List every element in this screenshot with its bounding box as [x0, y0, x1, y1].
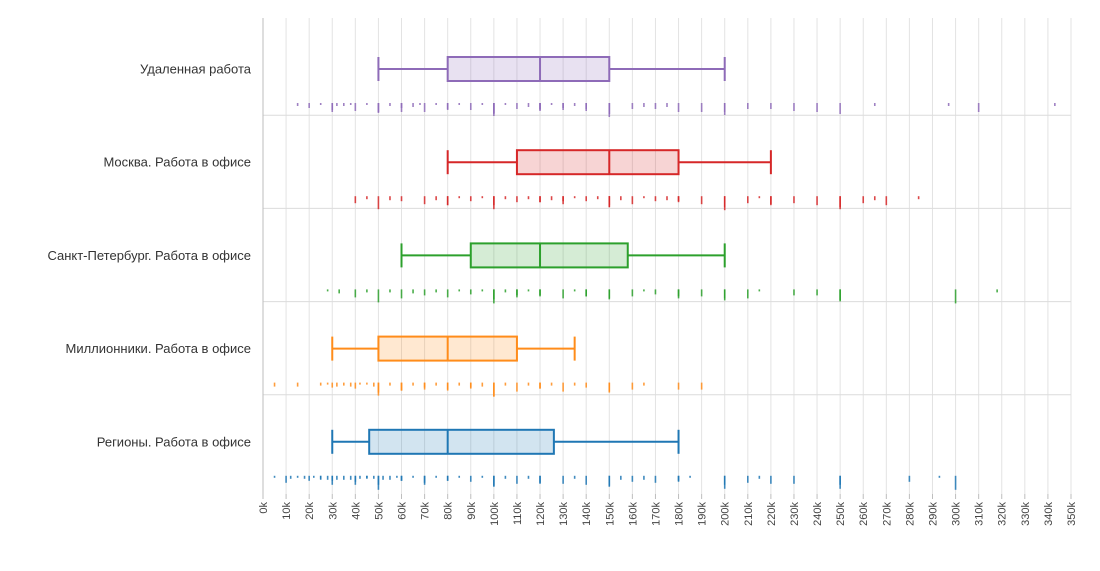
x-tick-label: 180k: [674, 502, 686, 526]
x-tick-label: 120k: [535, 502, 547, 526]
category-label: Санкт-Петербург. Работа в офисе: [47, 248, 251, 263]
x-tick-label: 0k: [258, 502, 270, 514]
category-label: Миллионники. Работа в офисе: [66, 341, 252, 356]
x-tick-label: 40k: [350, 502, 362, 520]
x-tick-label: 170k: [650, 502, 662, 526]
x-tick-label: 150k: [604, 502, 616, 526]
x-tick-label: 280k: [904, 502, 916, 526]
x-tick-label: 340k: [1043, 502, 1055, 526]
iqr-box: [515, 149, 680, 176]
x-tick-label: 270k: [881, 502, 893, 526]
box-row: Москва. Работа в офисе: [103, 149, 920, 211]
category-rows: Удаленная работа Москва. Работа в офисе Са…: [47, 56, 1056, 490]
x-tick-label: 100k: [489, 502, 501, 526]
x-tick-label: 80k: [443, 502, 455, 520]
x-tick-label: 60k: [397, 502, 409, 520]
iqr-box: [446, 56, 611, 82]
x-tick-label: 110k: [512, 502, 524, 526]
x-tick-label: 290k: [927, 502, 939, 526]
box-row: Санкт-Петербург. Работа в офисе: [47, 242, 998, 304]
x-tick-label: 160k: [627, 502, 639, 526]
x-tick-label: 70k: [420, 502, 432, 520]
x-tick-label: 200k: [720, 502, 732, 526]
x-tick-label: 30k: [327, 502, 339, 520]
x-tick-label: 310k: [974, 502, 986, 526]
x-tick-label: 230k: [789, 502, 801, 526]
x-tick-label: 240k: [812, 502, 824, 526]
x-tick-label: 350k: [1066, 502, 1078, 526]
x-tick-label: 330k: [1020, 502, 1032, 526]
box-row: Миллионники. Работа в офисе: [66, 335, 703, 397]
x-tick-label: 130k: [558, 502, 570, 526]
category-label: Регионы. Работа в офисе: [97, 434, 251, 449]
x-tick-label: 20k: [304, 502, 316, 520]
x-tick-label: 260k: [858, 502, 870, 526]
box-row: Регионы. Работа в офисе: [97, 428, 957, 490]
x-tick-label: 50k: [373, 502, 385, 520]
x-tick-label: 140k: [581, 502, 593, 526]
x-tick-label: 90k: [466, 502, 478, 520]
x-tick-label: 250k: [835, 502, 847, 526]
x-tick-label: 10k: [281, 502, 293, 520]
x-axis: 0k 10k 20k 30k 40k 50k 60k 70k 80k 90k 100k 110k 120…: [258, 18, 1078, 526]
x-tick-label: 300k: [951, 502, 963, 526]
x-tick-label: 320k: [997, 502, 1009, 526]
category-label: Москва. Работа в офисе: [103, 155, 251, 170]
iqr-box: [368, 428, 555, 455]
x-tick-label: 220k: [766, 502, 778, 526]
category-label: Удаленная работа: [140, 62, 252, 77]
x-tick-label: 210k: [743, 502, 755, 526]
x-tick-label: 190k: [697, 502, 709, 526]
iqr-box: [469, 242, 629, 269]
box-row: Удаленная работа: [140, 56, 1056, 117]
